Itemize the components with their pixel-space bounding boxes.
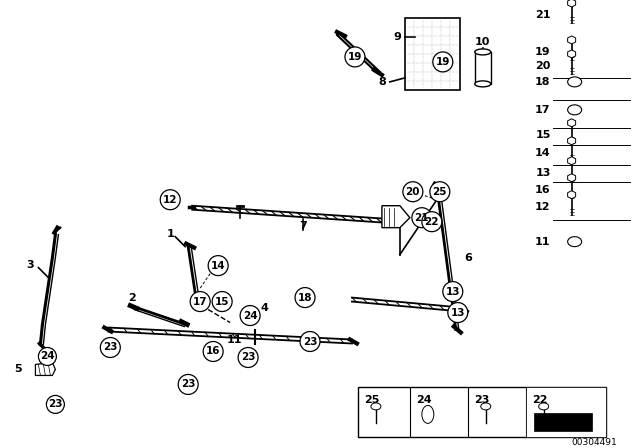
Text: 17: 17: [535, 105, 550, 115]
Text: 18: 18: [535, 77, 550, 87]
Ellipse shape: [539, 403, 548, 410]
Circle shape: [448, 302, 468, 323]
Bar: [525, 388, 605, 437]
Text: 4: 4: [260, 302, 268, 313]
Text: 3: 3: [27, 259, 34, 270]
Circle shape: [178, 375, 198, 394]
Text: 13: 13: [445, 287, 460, 297]
Bar: [405, 18, 460, 90]
Circle shape: [295, 288, 315, 308]
Text: 13: 13: [535, 168, 550, 178]
Circle shape: [203, 341, 223, 362]
Polygon shape: [382, 206, 410, 228]
Text: 21: 21: [415, 213, 429, 223]
Text: 14: 14: [211, 261, 225, 271]
Bar: [358, 388, 605, 437]
Circle shape: [433, 52, 453, 72]
Text: 11: 11: [227, 335, 242, 345]
Text: 22: 22: [424, 217, 439, 227]
Text: 20: 20: [406, 187, 420, 197]
Polygon shape: [568, 50, 575, 58]
Text: 23: 23: [48, 400, 63, 409]
Text: 1: 1: [166, 228, 174, 239]
Polygon shape: [568, 157, 575, 165]
Circle shape: [46, 396, 65, 414]
Text: 19: 19: [348, 52, 362, 62]
Bar: [534, 414, 591, 431]
Text: 20: 20: [535, 61, 550, 71]
Ellipse shape: [371, 403, 381, 410]
Polygon shape: [568, 191, 575, 199]
Circle shape: [212, 292, 232, 311]
Polygon shape: [568, 174, 575, 182]
Text: 16: 16: [206, 346, 220, 357]
Ellipse shape: [422, 405, 434, 423]
Text: 18: 18: [298, 293, 312, 302]
Ellipse shape: [475, 81, 491, 87]
Circle shape: [190, 292, 210, 311]
Text: 16: 16: [535, 185, 550, 195]
Text: 13: 13: [451, 307, 465, 318]
Text: 19: 19: [436, 57, 450, 67]
Text: 7: 7: [299, 221, 307, 231]
Ellipse shape: [568, 237, 582, 247]
Text: 10: 10: [475, 37, 490, 47]
Circle shape: [300, 332, 320, 352]
Text: 15: 15: [535, 130, 550, 140]
Polygon shape: [568, 137, 575, 145]
Text: 9: 9: [393, 32, 401, 42]
Ellipse shape: [481, 403, 491, 410]
Polygon shape: [568, 119, 575, 127]
Text: 23: 23: [303, 336, 317, 346]
Circle shape: [238, 348, 258, 367]
Bar: [475, 52, 491, 84]
Text: 24: 24: [40, 352, 54, 362]
Text: 22: 22: [532, 396, 547, 405]
Text: 24: 24: [243, 310, 257, 320]
Text: 14: 14: [535, 148, 550, 158]
Circle shape: [443, 282, 463, 302]
Ellipse shape: [568, 105, 582, 115]
Ellipse shape: [568, 77, 582, 87]
Text: 25: 25: [433, 187, 447, 197]
Text: 23: 23: [474, 396, 489, 405]
Circle shape: [160, 190, 180, 210]
Polygon shape: [568, 0, 575, 7]
Circle shape: [403, 182, 423, 202]
Circle shape: [422, 212, 442, 232]
Text: 15: 15: [215, 297, 229, 306]
Text: 25: 25: [364, 396, 380, 405]
Text: 00304491: 00304491: [572, 438, 618, 447]
Text: 2: 2: [129, 293, 136, 302]
Circle shape: [412, 208, 432, 228]
Circle shape: [430, 182, 450, 202]
Text: 6: 6: [464, 253, 472, 263]
Text: 23: 23: [241, 353, 255, 362]
Ellipse shape: [475, 49, 491, 55]
Text: 21: 21: [535, 10, 550, 20]
Text: 23: 23: [103, 342, 118, 353]
Circle shape: [240, 306, 260, 326]
Circle shape: [100, 337, 120, 358]
Text: 17: 17: [193, 297, 207, 306]
Text: 11: 11: [535, 237, 550, 247]
Text: 23: 23: [181, 379, 195, 389]
Text: 8: 8: [378, 77, 386, 87]
Circle shape: [345, 47, 365, 67]
Text: 19: 19: [535, 47, 550, 57]
Polygon shape: [35, 362, 56, 375]
Circle shape: [38, 348, 56, 366]
Text: 12: 12: [535, 202, 550, 212]
Text: 24: 24: [416, 396, 431, 405]
Text: 5: 5: [15, 365, 22, 375]
Polygon shape: [568, 36, 575, 44]
Text: 12: 12: [163, 195, 177, 205]
Circle shape: [208, 256, 228, 276]
